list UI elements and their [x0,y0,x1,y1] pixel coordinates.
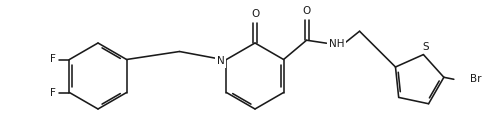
Text: O: O [251,9,259,19]
Text: NH: NH [329,39,344,49]
Text: N: N [217,56,224,67]
Text: F: F [50,87,56,98]
Text: F: F [50,55,56,64]
Text: S: S [422,42,429,52]
Text: Br: Br [470,74,481,84]
Text: O: O [302,6,310,16]
